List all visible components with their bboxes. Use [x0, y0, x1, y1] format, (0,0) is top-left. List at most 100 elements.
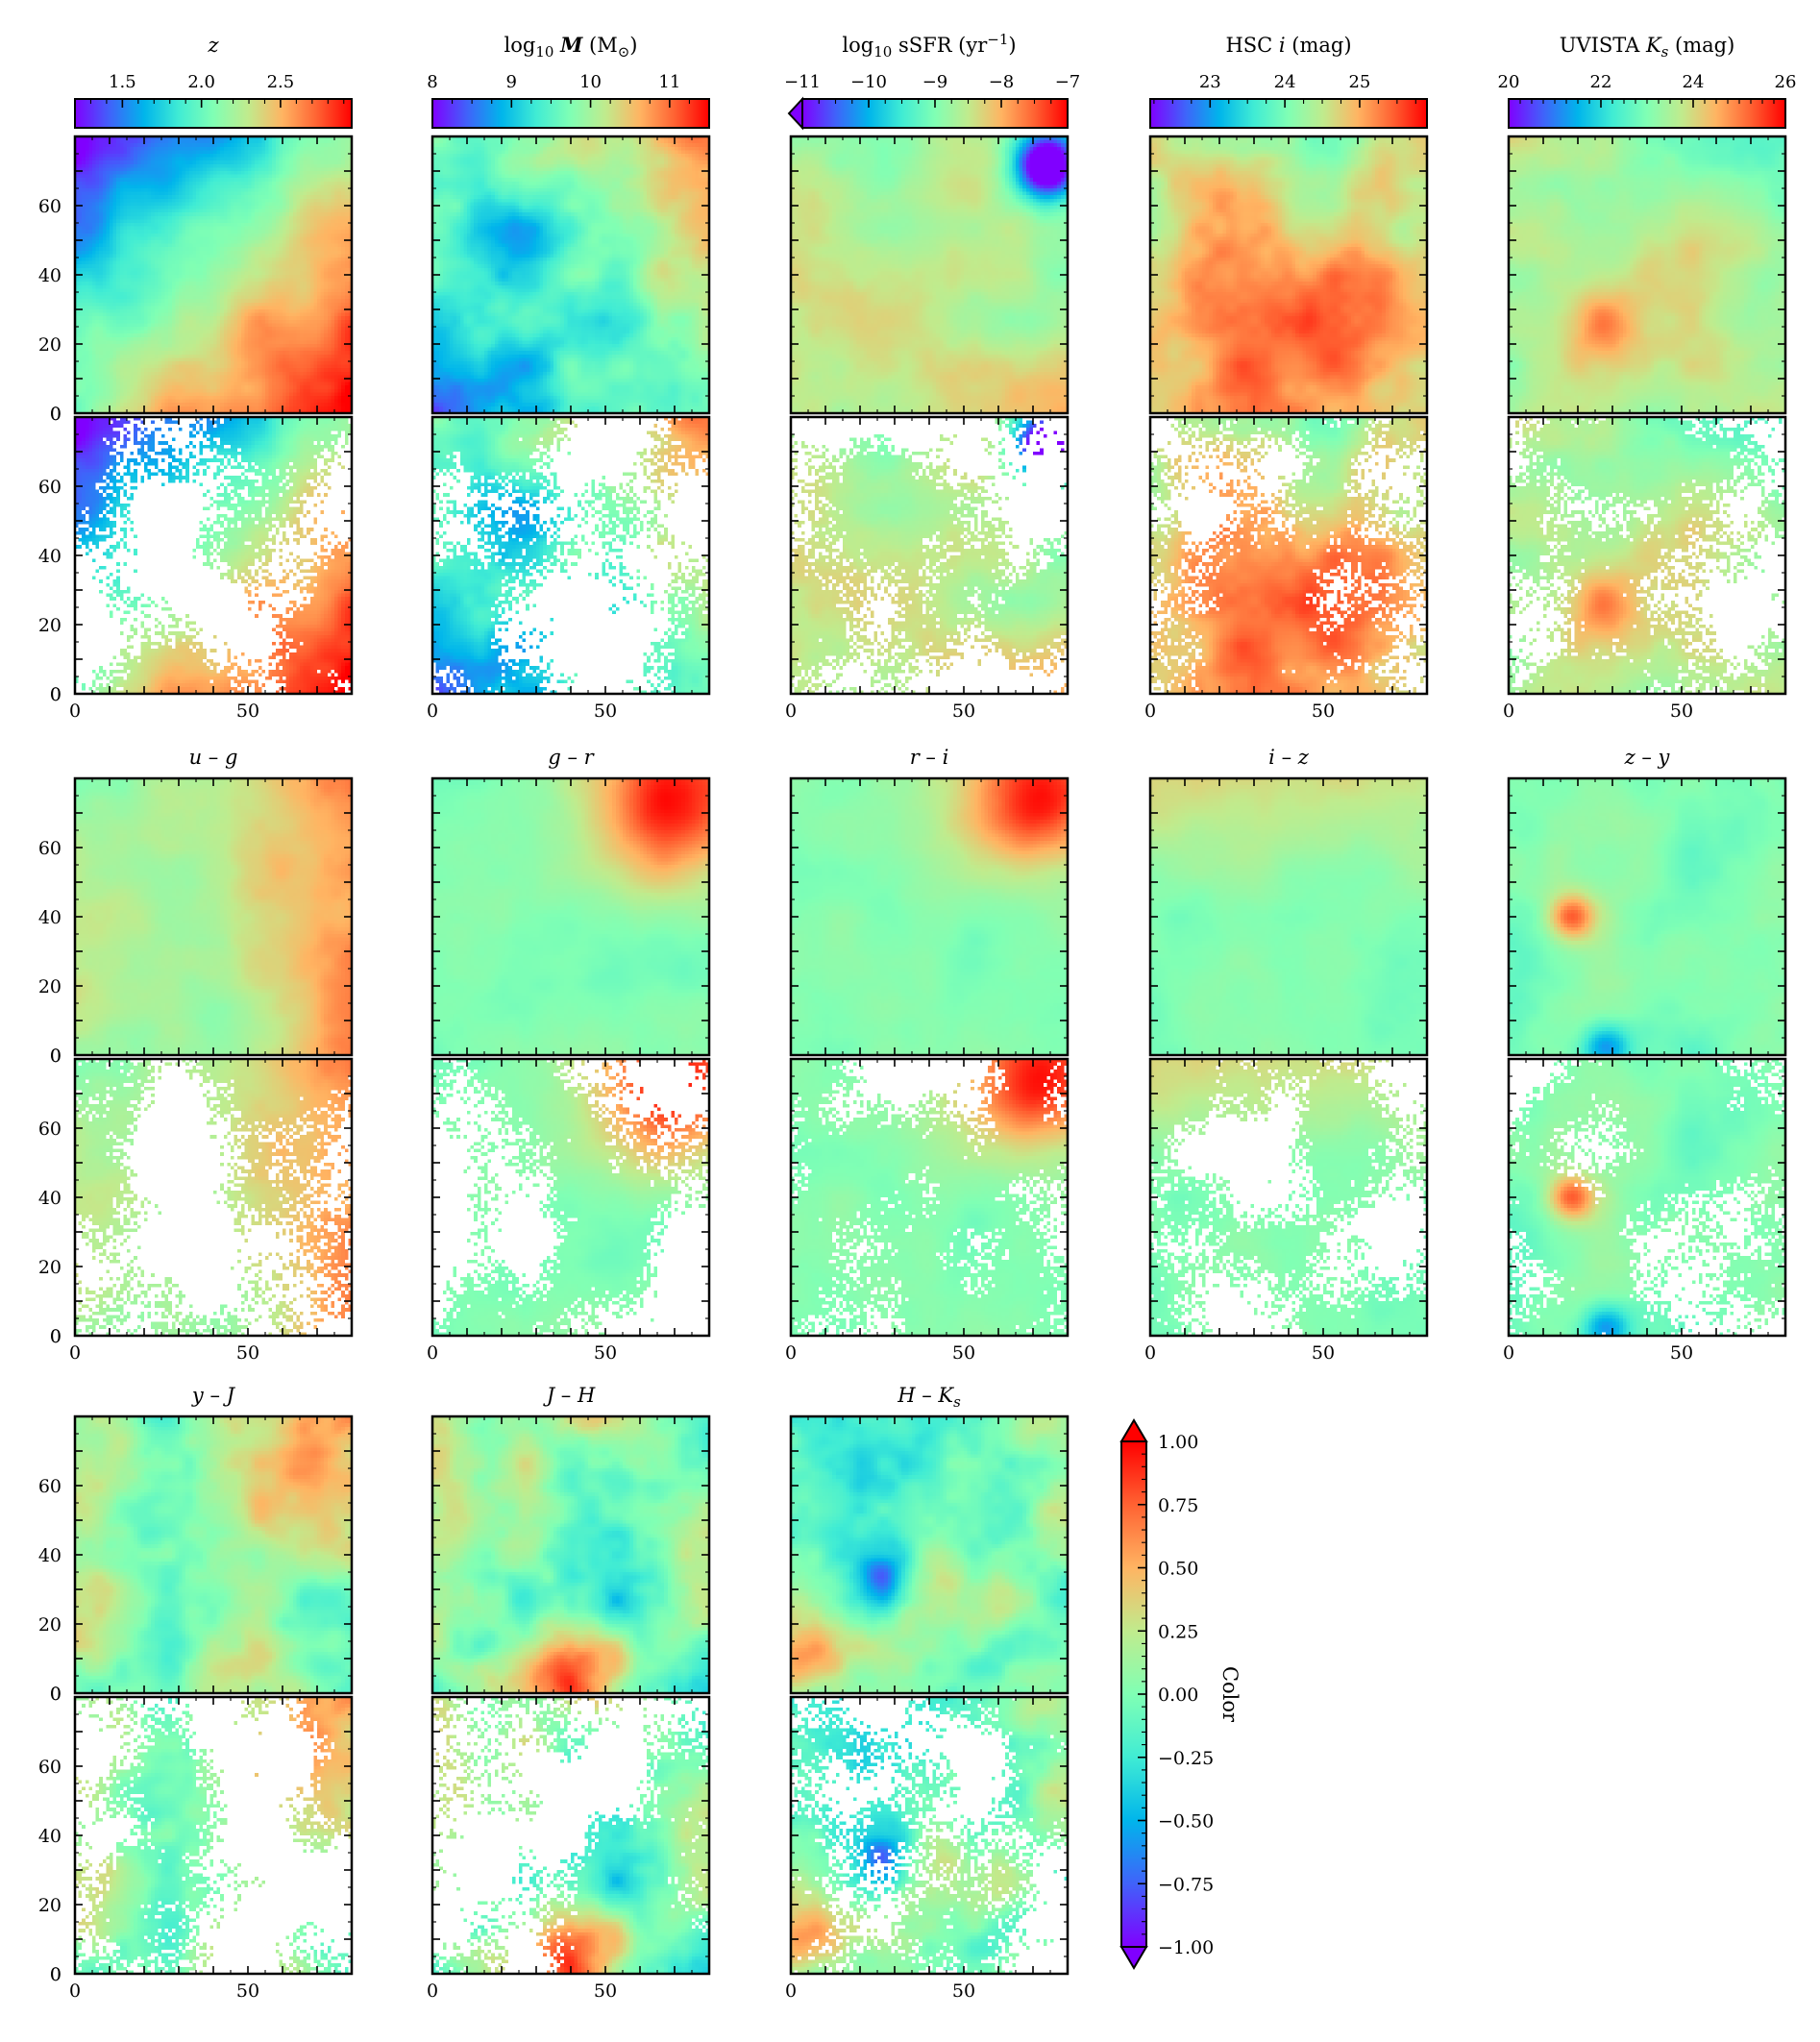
ytick-label-u-g-full-60: 60 [38, 838, 61, 859]
panel-ssfr-sparse-ticks [790, 416, 1069, 695]
colorbar-mass-tick-label-3: 11 [658, 72, 680, 92]
title-H-Ks: H – Ks [897, 1384, 961, 1411]
color-colorbar-tick-label-1: −0.75 [1158, 1874, 1214, 1895]
colorbar-mass-tick-label-1: 9 [506, 72, 517, 92]
colorbar-mass-ticks [431, 99, 710, 108]
xtick-label-ssfr-sparse-50: 50 [952, 701, 975, 722]
panel-i-z-sparse-ticks [1149, 1058, 1428, 1337]
title-y-J: y – J [191, 1384, 236, 1407]
ytick-label-u-g-full-0: 0 [50, 1046, 61, 1067]
heatmap-ssfr-full [791, 136, 1068, 413]
ytick-label-y-J-sparse-0: 0 [50, 1964, 61, 1985]
ytick-label-y-J-full-20: 20 [38, 1614, 61, 1636]
color-colorbar-tick-label-3: −0.25 [1158, 1748, 1214, 1769]
ytick-label-z-full-40: 40 [38, 265, 61, 286]
title-u-g: u – g [189, 746, 238, 769]
title-z: z [207, 34, 219, 57]
heatmap-mass-sparse [432, 417, 709, 694]
heatmap-u-g-sparse [75, 1059, 352, 1336]
title-g-r: g – r [548, 746, 595, 769]
xtick-label-mass-sparse-50: 50 [594, 701, 617, 722]
colorbar-hsc_i-ticks [1153, 99, 1416, 108]
colorbar-hsc_i [1149, 98, 1428, 129]
heatmap-hsc_i-sparse [1150, 417, 1427, 694]
xtick-label-z-y-sparse-0: 0 [1503, 1342, 1514, 1364]
ytick-label-y-J-sparse-60: 60 [38, 1757, 61, 1778]
title-ssfr: log10 sSFR (yr−1) [842, 31, 1016, 61]
color-colorbar-tick-label-8: 1.00 [1158, 1432, 1198, 1453]
xtick-label-y-J-sparse-50: 50 [236, 1980, 259, 2002]
panel-r-i-sparse-ticks [790, 1058, 1069, 1337]
xtick-label-g-r-sparse-0: 0 [427, 1342, 438, 1364]
heatmap-y-J-full [75, 1416, 352, 1693]
panel-J-H-full-ticks [431, 1415, 710, 1694]
colorbar-hsc_i-tick-label-0: 23 [1199, 72, 1221, 92]
heatmap-z-sparse [75, 417, 352, 694]
xtick-label-z-y-sparse-50: 50 [1670, 1342, 1693, 1364]
ytick-label-u-g-sparse-60: 60 [38, 1119, 61, 1140]
ytick-label-z-full-0: 0 [50, 404, 61, 425]
title-r-i: r – i [910, 746, 949, 769]
title-uvista_ks: UVISTA Ks (mag) [1560, 34, 1735, 61]
heatmap-y-J-sparse [75, 1697, 352, 1974]
heatmap-r-i-full [791, 778, 1068, 1055]
ytick-label-y-J-sparse-0: 0 [50, 1964, 61, 1985]
heatmap-ssfr-sparse [791, 417, 1068, 694]
heatmap-hsc_i-full [1150, 136, 1427, 413]
title-i-z: i – z [1268, 746, 1310, 769]
color-colorbar-ticks [1138, 1440, 1146, 1948]
title-J-H: J – H [543, 1384, 596, 1407]
xtick-label-ssfr-sparse-0: 0 [785, 701, 797, 722]
color-colorbar-tick-label-6: 0.50 [1158, 1559, 1198, 1580]
xtick-label-i-z-sparse-50: 50 [1312, 1342, 1335, 1364]
colorbar-uvista_ks-tick-label-3: 26 [1775, 72, 1797, 92]
heatmap-i-z-sparse [1150, 1059, 1427, 1336]
color-colorbar-extend-min [1119, 1946, 1148, 1970]
panel-z-full-ticks [74, 135, 353, 414]
xtick-label-i-z-sparse-0: 0 [1144, 1342, 1156, 1364]
panel-y-J-full-ticks [74, 1415, 353, 1694]
colorbar-uvista_ks-ticks [1508, 99, 1786, 108]
colorbar-ssfr-tick-label-3: −8 [989, 72, 1015, 92]
colorbar-uvista_ks-tick-label-0: 20 [1498, 72, 1520, 92]
xtick-label-uvista_ks-sparse-50: 50 [1670, 701, 1693, 722]
ytick-label-y-J-full-0: 0 [50, 1684, 61, 1705]
panel-mass-sparse-ticks [431, 416, 710, 695]
heatmap-g-r-sparse [432, 1059, 709, 1336]
title-z-y: z – y [1624, 746, 1671, 769]
xtick-label-z-sparse-0: 0 [69, 701, 81, 722]
xtick-label-g-r-sparse-50: 50 [594, 1342, 617, 1364]
colorbar-ssfr-extend-min [787, 96, 803, 131]
ytick-label-z-full-0: 0 [50, 404, 61, 425]
heatmap-z-y-full [1509, 778, 1785, 1055]
colorbar-ssfr-tick-label-0: −11 [784, 72, 821, 92]
panel-z-sparse-ticks [74, 416, 353, 695]
panel-i-z-full-ticks [1149, 777, 1428, 1056]
title-mass: log10 M (M⊙) [504, 33, 638, 61]
heatmap-mass-full [432, 136, 709, 413]
panel-z-y-sparse-ticks [1508, 1058, 1786, 1337]
ytick-label-u-g-full-20: 20 [38, 976, 61, 997]
colorbar-hsc_i-tick-label-2: 25 [1348, 72, 1370, 92]
heatmap-u-g-full [75, 778, 352, 1055]
panel-H-Ks-full-ticks [790, 1415, 1069, 1694]
heatmap-g-r-full [432, 778, 709, 1055]
colorbar-ssfr-ticks [801, 99, 1069, 108]
panel-u-g-full-ticks [74, 777, 353, 1056]
panel-u-g-sparse-ticks [74, 1058, 353, 1337]
ytick-label-y-J-full-40: 40 [38, 1545, 61, 1566]
colorbar-ssfr-tick-label-2: −9 [922, 72, 948, 92]
heatmap-layer [74, 96, 1786, 1974]
ytick-label-y-J-full-60: 60 [38, 1476, 61, 1497]
heatmap-i-z-full [1150, 778, 1427, 1055]
panel-uvista_ks-sparse-ticks [1508, 416, 1786, 695]
heatmap-z-full [75, 136, 352, 413]
color-colorbar-label: Color [1218, 1666, 1242, 1723]
heatmap-uvista_ks-full [1509, 136, 1785, 413]
ytick-label-u-g-sparse-0: 0 [50, 1326, 61, 1347]
ytick-label-z-sparse-0: 0 [50, 684, 61, 705]
xtick-label-y-J-sparse-0: 0 [69, 1980, 81, 2002]
ytick-label-y-J-full-0: 0 [50, 1684, 61, 1705]
ytick-label-z-sparse-60: 60 [38, 477, 61, 498]
heatmap-H-Ks-sparse [791, 1697, 1068, 1974]
